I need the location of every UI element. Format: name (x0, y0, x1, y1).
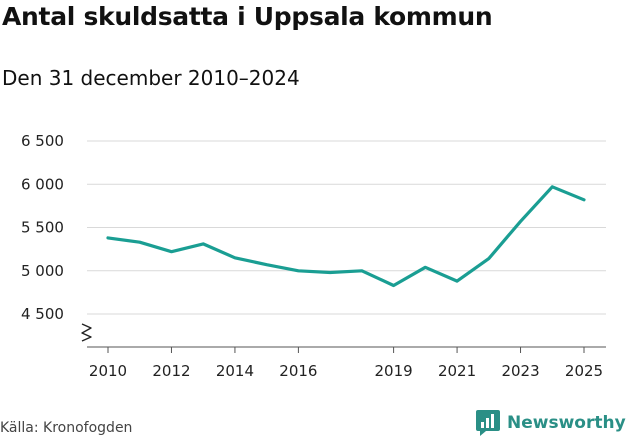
newsworthy-logo-icon (476, 410, 500, 436)
brand: Newsworthy (475, 408, 626, 438)
x-axis-tick-labels: 2010 2012 2014 2016 2019 2021 2023 2025 (89, 347, 603, 380)
y-axis-tick-labels: 4 500 5 000 5 500 6 000 6 500 (21, 132, 64, 323)
series-line (106, 185, 586, 288)
y-tick-label: 5 000 (21, 262, 64, 280)
axis-break-icon (81, 323, 92, 342)
x-tick-label: 2019 (375, 362, 413, 380)
x-tick-label: 2021 (438, 362, 476, 380)
x-tick-label: 2014 (216, 362, 254, 380)
x-tick-label: 2016 (279, 362, 317, 380)
chart-subtitle: Den 31 december 2010–2024 (2, 66, 300, 90)
x-tick-label: 2025 (565, 362, 603, 380)
x-axis (81, 323, 606, 348)
y-tick-label: 6 000 (21, 175, 64, 193)
gridlines (87, 140, 606, 315)
brand-name: Newsworthy (507, 413, 626, 433)
y-tick-label: 4 500 (21, 305, 64, 323)
y-tick-label: 5 500 (21, 219, 64, 237)
x-tick-label: 2023 (501, 362, 539, 380)
source-note: Källa: Kronofogden (0, 420, 133, 436)
series (106, 185, 586, 288)
x-tick-label: 2012 (152, 362, 190, 380)
x-tick-label: 2010 (89, 362, 127, 380)
chart-title: Antal skuldsatta i Uppsala kommun (2, 2, 493, 31)
y-tick-label: 6 500 (21, 132, 64, 150)
